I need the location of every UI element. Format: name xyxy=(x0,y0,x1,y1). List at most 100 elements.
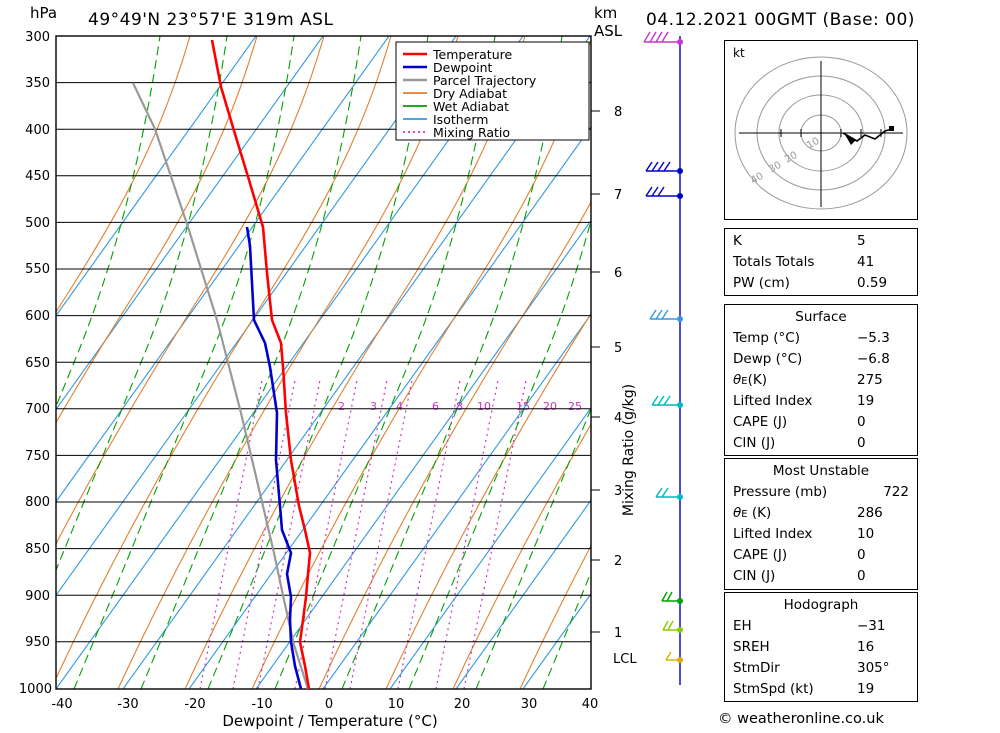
svg-text:1000: 1000 xyxy=(19,682,52,697)
lcl-label: LCL xyxy=(613,652,637,667)
legend-box: Temperature Dewpoint Parcel Trajectory D… xyxy=(395,41,590,141)
svg-text:850: 850 xyxy=(25,542,50,557)
credit-label: © weatheronline.co.uk xyxy=(718,711,884,727)
pressure-axis-ticks: 300 350 400 450 500 550 600 650 700 750 … xyxy=(19,30,52,697)
legend-label-dewpoint: Dewpoint xyxy=(433,60,493,75)
surface-label: Dewp (°C) xyxy=(733,351,803,367)
mu-label: θE (K) xyxy=(733,505,772,521)
svg-text:500: 500 xyxy=(25,216,50,231)
temperature-curve xyxy=(210,39,312,689)
mu-value: 0 xyxy=(857,547,866,563)
svg-text:900: 900 xyxy=(25,589,50,604)
most-unstable-row: CIN (J) 0 xyxy=(725,566,917,587)
surface-row: CIN (J) 0 xyxy=(725,433,917,454)
legend-label-temperature: Temperature xyxy=(432,47,512,62)
temperature-axis-ticks: -40 -30 -20 -10 0 10 20 30 40 xyxy=(51,697,598,712)
surface-panel: Surface Temp (°C) −5.3 Dewp (°C) −6.8 θE… xyxy=(724,304,918,456)
hodograph-unit-label: kt xyxy=(733,46,745,60)
surface-value: −6.8 xyxy=(857,351,890,367)
surface-row: θE(K) 275 xyxy=(725,370,917,391)
legend-label-mixing-ratio: Mixing Ratio xyxy=(433,125,510,140)
legend-label-parcel: Parcel Trajectory xyxy=(433,73,537,88)
svg-text:20: 20 xyxy=(454,697,471,712)
surface-row: Lifted Index 19 xyxy=(725,391,917,412)
wind-barb-column xyxy=(643,31,683,685)
surface-label: CAPE (J) xyxy=(733,414,788,430)
hodo-row: EH −31 xyxy=(725,616,917,637)
mu-label: Lifted Index xyxy=(733,526,813,542)
hodograph-title: Hodograph xyxy=(783,597,859,613)
surface-label: Temp (°C) xyxy=(733,330,800,346)
svg-text:950: 950 xyxy=(25,635,50,650)
mu-label: Pressure (mb) xyxy=(733,484,828,500)
most-unstable-row: CAPE (J) 0 xyxy=(725,545,917,566)
svg-text:300: 300 xyxy=(25,30,50,45)
svg-text:1: 1 xyxy=(614,626,622,641)
index-value: 0.59 xyxy=(857,275,888,291)
svg-text:450: 450 xyxy=(25,169,50,184)
svg-text:700: 700 xyxy=(25,402,50,417)
mixing-ratio-axis-title: Mixing Ratio (g/kg) xyxy=(621,384,637,516)
surface-value: −5.3 xyxy=(857,330,890,346)
index-label: PW (cm) xyxy=(733,275,790,291)
index-value: 5 xyxy=(857,233,866,249)
svg-text:-40: -40 xyxy=(51,697,72,712)
hodograph-panel: kt 10 20 30 40 xyxy=(724,40,918,220)
surface-value: 0 xyxy=(857,414,866,430)
legend-label-wet-adiabat: Wet Adiabat xyxy=(433,99,509,114)
svg-text:5: 5 xyxy=(614,341,622,356)
svg-text:750: 750 xyxy=(25,449,50,464)
svg-text:400: 400 xyxy=(25,123,50,138)
index-label: K xyxy=(733,233,742,249)
most-unstable-panel: Most Unstable Pressure (mb) 722 θE (K) 2… xyxy=(724,458,918,590)
svg-text:350: 350 xyxy=(25,76,50,91)
svg-text:800: 800 xyxy=(25,495,50,510)
mu-value: 722 xyxy=(883,484,909,500)
svg-text:15: 15 xyxy=(516,400,530,413)
hodo-value: 19 xyxy=(857,681,875,697)
surface-title: Surface xyxy=(795,309,847,325)
svg-text:8: 8 xyxy=(614,105,622,120)
dewpoint-curve xyxy=(245,226,303,689)
mu-value: 0 xyxy=(857,568,866,584)
hodograph-indices-panel: Hodograph EH −31 SREH 16 StmDir 305° Stm… xyxy=(724,592,918,702)
svg-text:10: 10 xyxy=(388,697,405,712)
svg-text:2: 2 xyxy=(338,400,345,413)
hodo-row: StmDir 305° xyxy=(725,658,917,679)
surface-value: 0 xyxy=(857,435,866,451)
surface-row: CAPE (J) 0 xyxy=(725,412,917,433)
index-row: K 5 xyxy=(725,231,917,252)
svg-text:20: 20 xyxy=(543,400,557,413)
altitude-axis-ticks: 1 2 3 4 5 6 7 8 xyxy=(614,105,622,641)
hodo-value: −31 xyxy=(857,618,886,634)
indices-top-panel: K 5 Totals Totals 41 PW (cm) 0.59 xyxy=(724,228,918,296)
svg-text:-30: -30 xyxy=(117,697,138,712)
surface-value: 19 xyxy=(857,393,875,409)
most-unstable-row: θE (K) 286 xyxy=(725,503,917,524)
hodo-label: EH xyxy=(733,618,752,634)
index-value: 41 xyxy=(857,254,875,270)
mu-value: 286 xyxy=(857,505,883,521)
svg-text:0: 0 xyxy=(325,697,333,712)
skewt-diagram: 2 3 4 6 8 10 15 20 25 xyxy=(19,30,637,730)
hodo-row: StmSpd (kt) 19 xyxy=(725,679,917,700)
index-row: PW (cm) 0.59 xyxy=(725,273,917,294)
most-unstable-row: Pressure (mb) 722 xyxy=(725,482,917,503)
hodo-value: 16 xyxy=(857,639,875,655)
svg-text:4: 4 xyxy=(614,411,622,426)
legend-label-dry-adiabat: Dry Adiabat xyxy=(433,86,507,101)
hodo-value: 305° xyxy=(857,660,890,676)
svg-text:650: 650 xyxy=(25,356,50,371)
svg-text:600: 600 xyxy=(25,309,50,324)
svg-text:6: 6 xyxy=(614,266,622,281)
station-title: 49°49'N 23°57'E 319m ASL xyxy=(88,10,334,30)
mu-value: 10 xyxy=(857,526,875,542)
legend-label-isotherm: Isotherm xyxy=(433,112,488,127)
altitude-units-label-2: ASL xyxy=(594,22,623,40)
hodograph-plot: kt 10 20 30 40 xyxy=(725,41,917,219)
surface-row: Dewp (°C) −6.8 xyxy=(725,349,917,370)
svg-text:2: 2 xyxy=(614,554,622,569)
surface-row: Temp (°C) −5.3 xyxy=(725,328,917,349)
hodo-label: SREH xyxy=(733,639,770,655)
x-axis-title: Dewpoint / Temperature (°C) xyxy=(222,712,437,730)
